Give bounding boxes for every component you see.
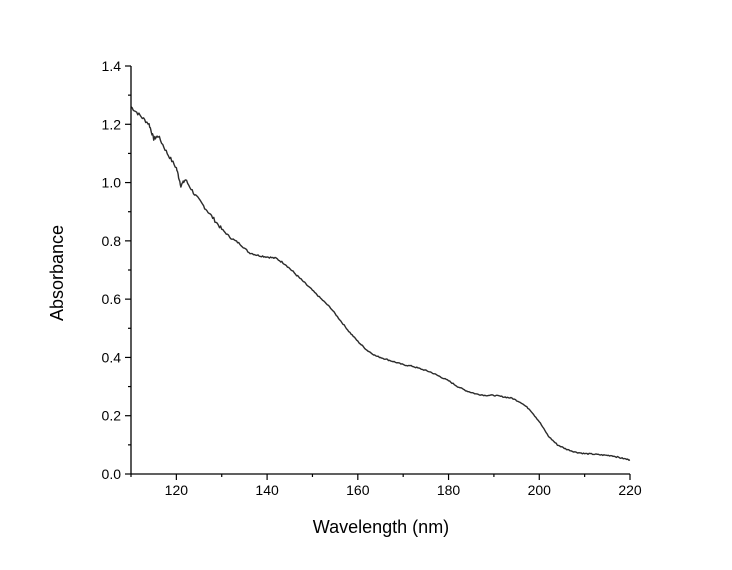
y-tick-label: 1.4 — [102, 58, 122, 74]
y-axis-title: Absorbance — [47, 225, 67, 321]
y-tick-label: 1.2 — [102, 116, 122, 132]
y-tick-label: 0.2 — [102, 408, 122, 424]
x-axis-title: Wavelength (nm) — [313, 517, 449, 537]
y-tick-label: 0.8 — [102, 233, 122, 249]
plot-area — [130, 106, 631, 461]
x-tick-label: 160 — [346, 482, 370, 498]
y-tick-label: 0.0 — [102, 466, 122, 482]
absorbance-series-line — [130, 106, 631, 461]
x-tick-label: 120 — [165, 482, 189, 498]
x-tick-label: 200 — [528, 482, 552, 498]
x-axis-ticks: 120 140 160 180 200 220 — [130, 474, 642, 498]
y-tick-label: 0.6 — [102, 291, 122, 307]
y-axis-ticks: 0.0 0.2 0.4 0.6 0.8 1.0 1.2 1.4 — [102, 58, 131, 482]
x-tick-label: 140 — [255, 482, 279, 498]
x-tick-label: 180 — [437, 482, 461, 498]
y-tick-label: 1.0 — [102, 175, 122, 191]
y-tick-label: 0.4 — [102, 349, 122, 365]
x-tick-label: 220 — [618, 482, 642, 498]
